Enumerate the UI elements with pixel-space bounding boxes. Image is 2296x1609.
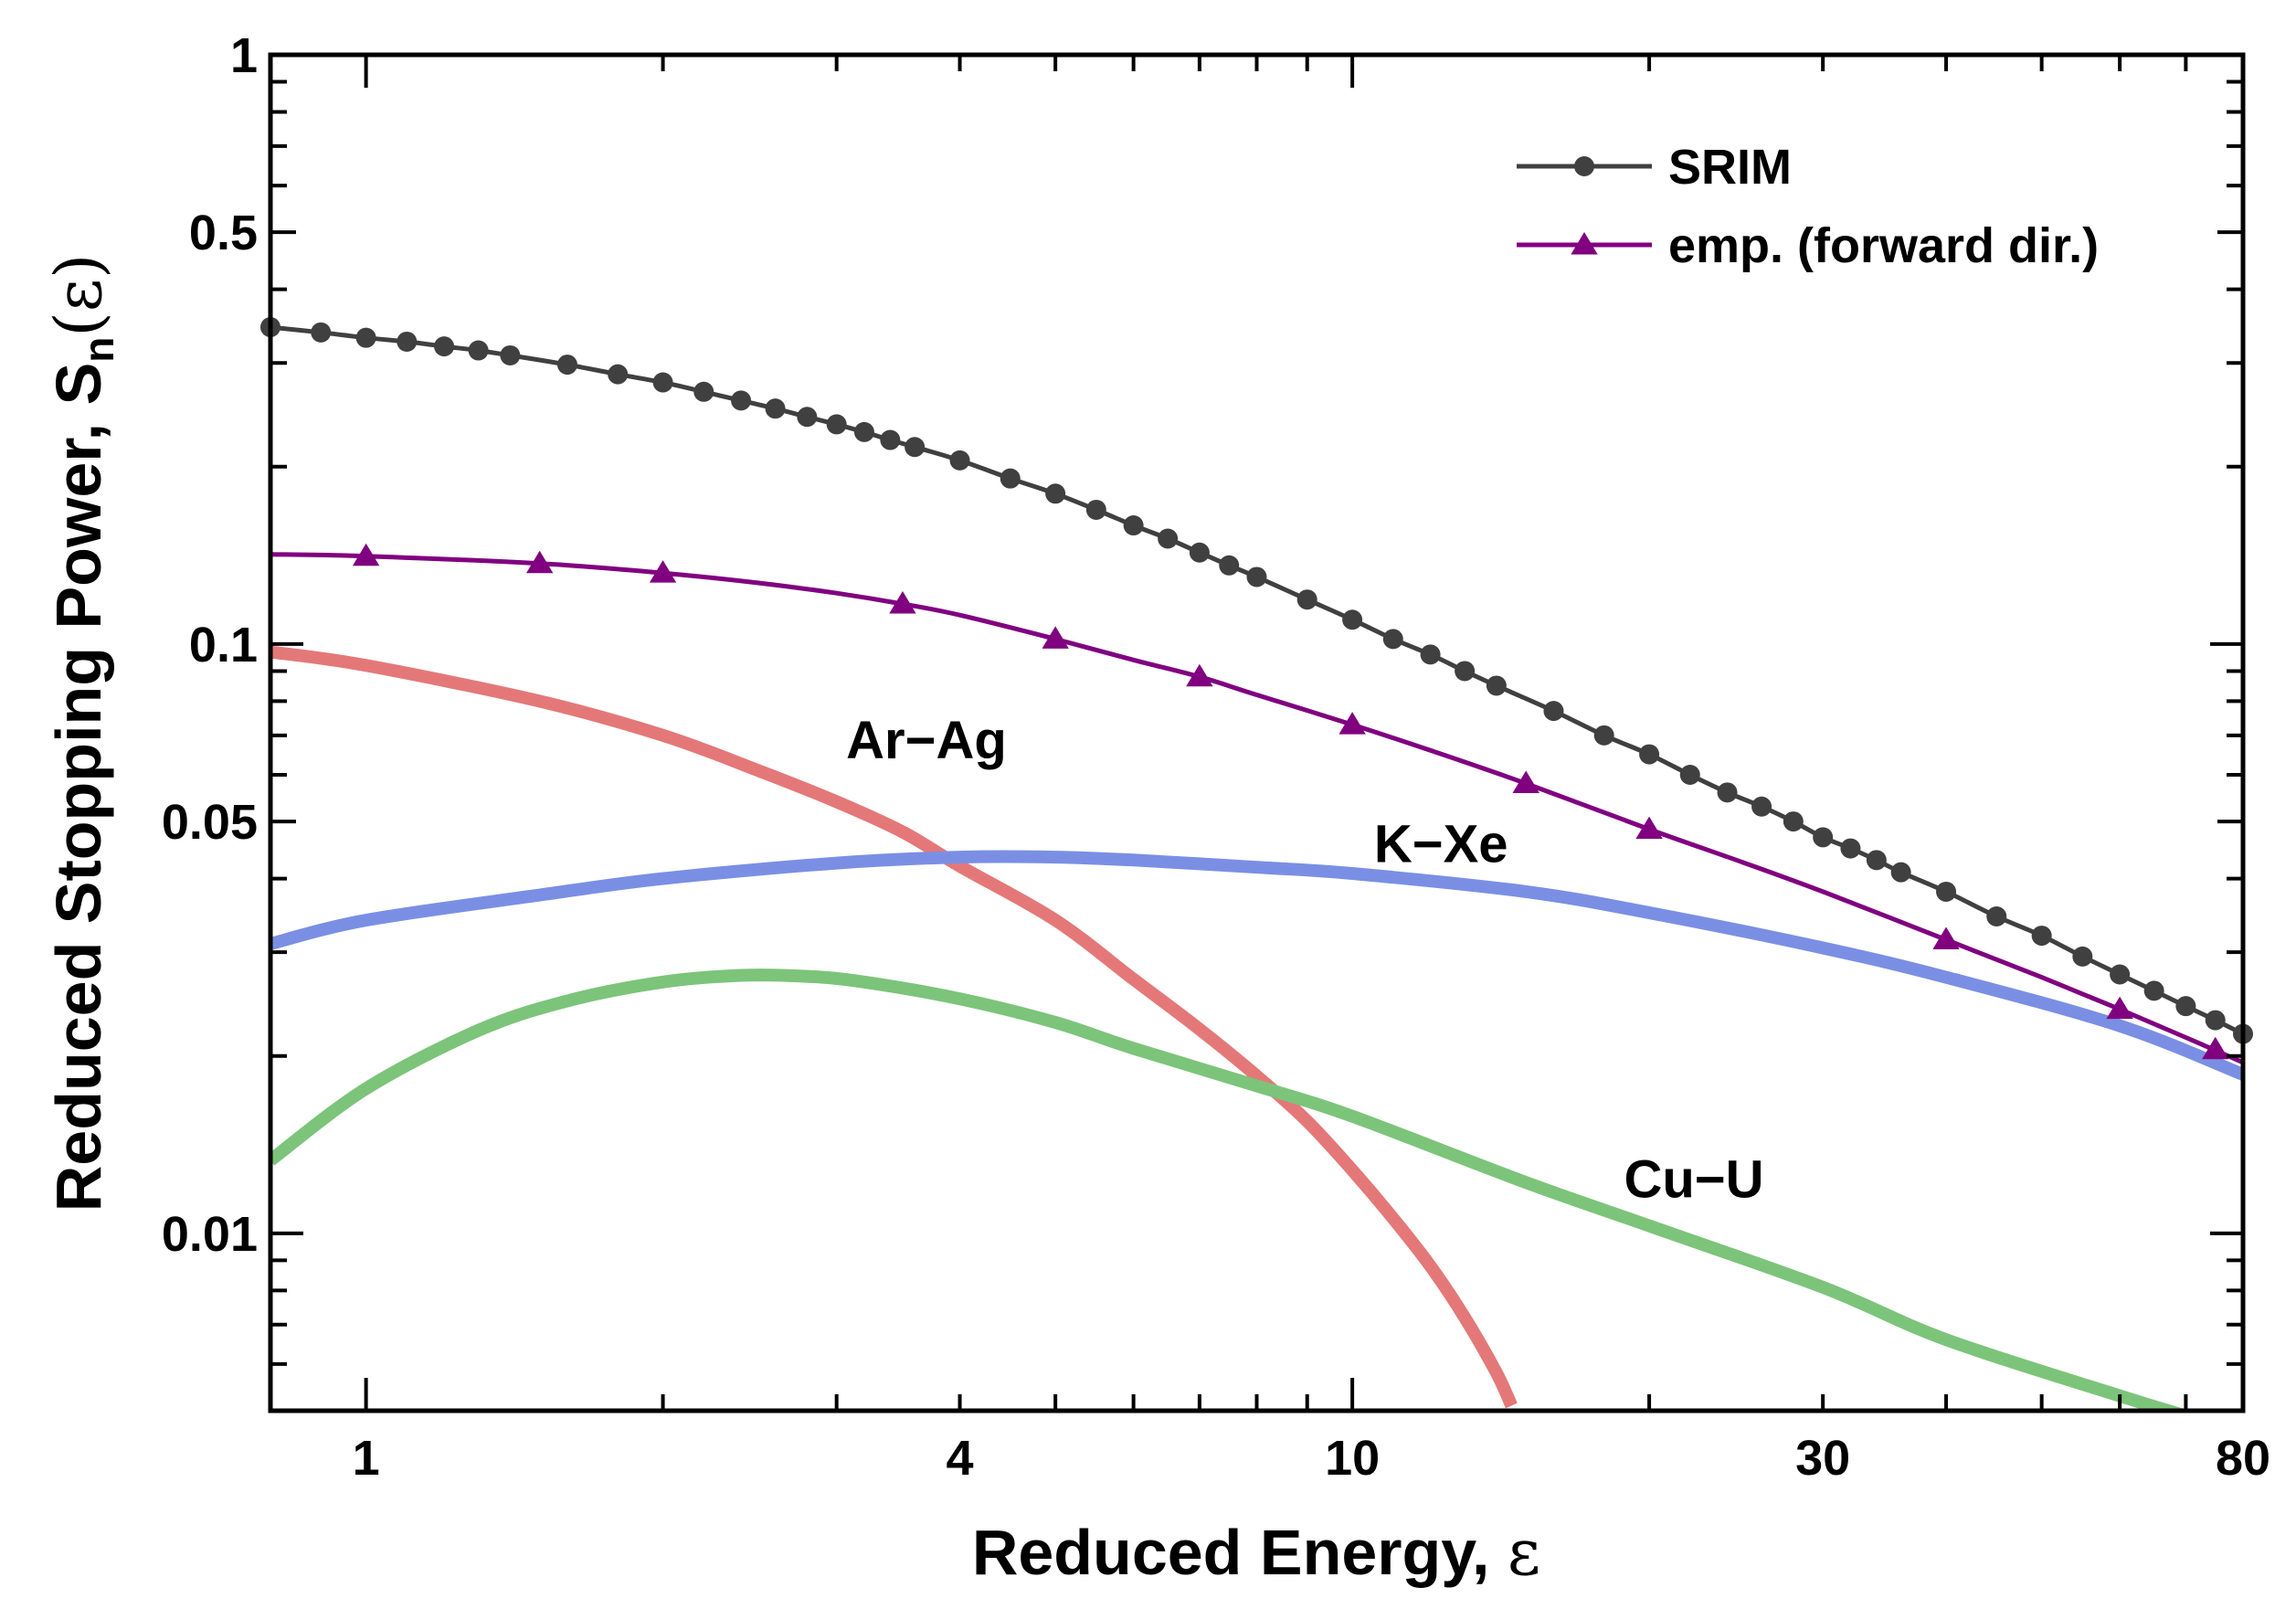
data-point-srim [1890, 862, 1911, 883]
data-point-srim [1000, 468, 1021, 489]
data-point-srim [1045, 483, 1066, 504]
legend-label: SRIM [1668, 140, 1792, 195]
data-point-srim [1123, 515, 1144, 536]
legend: SRIM emp. (forward dir.) [1517, 140, 2099, 273]
data-point-srim [949, 450, 970, 471]
data-point-srim [1158, 528, 1179, 549]
marker-layer [260, 317, 2253, 1060]
data-point-srim [355, 327, 376, 348]
data-point-srim [880, 429, 901, 450]
series-line-k-xe [270, 850, 2243, 1081]
data-point-emp-forward-dir [1042, 626, 1069, 649]
data-point-srim [311, 322, 332, 343]
data-point-srim [434, 336, 455, 357]
data-point-emp-forward-dir [1186, 663, 1213, 687]
legend-label: emp. (forward dir.) [1668, 218, 2099, 273]
data-point-srim [1679, 765, 1700, 786]
data-point-emp-forward-dir [1512, 770, 1539, 794]
data-point-emp-forward-dir [2202, 1036, 2229, 1060]
data-point-srim [1840, 838, 1861, 859]
curve-annotation-ar-ag: Ar−Ag [846, 711, 1007, 770]
data-point-srim [1455, 661, 1476, 682]
data-point-srim [2175, 996, 2196, 1017]
data-point-srim [1936, 881, 1957, 902]
data-point-srim [1420, 644, 1441, 665]
data-point-srim [853, 421, 874, 442]
legend-item-srim: SRIM [1517, 140, 1792, 195]
plot-frame [268, 52, 2246, 1413]
curve-annotation-k-xe: K−Xe [1374, 814, 1508, 873]
data-point-srim [2072, 946, 2093, 967]
data-point-srim [1751, 796, 1772, 817]
x-tick-label: 10 [1325, 1431, 1380, 1486]
x-axis-title: Reduced Energy, ε [972, 1515, 1540, 1590]
data-point-srim [2205, 1010, 2226, 1031]
data-point-emp-forward-dir [1635, 816, 1663, 840]
data-point-srim [826, 414, 847, 435]
data-point-srim [1219, 555, 1240, 576]
y-tick-label: 0.01 [162, 1207, 258, 1262]
data-point-srim [2143, 980, 2164, 1001]
data-point-srim [765, 398, 786, 419]
y-tick-label: 0.05 [162, 795, 258, 850]
data-point-srim [1813, 827, 1834, 848]
y-tick-label: 0.5 [189, 206, 258, 260]
data-point-srim [1486, 675, 1507, 696]
data-point-srim [1342, 609, 1363, 630]
data-point-srim [608, 364, 629, 385]
data-point-srim [2031, 926, 2052, 947]
series-layer [270, 324, 2243, 1411]
data-point-srim [500, 344, 521, 365]
data-point-emp-forward-dir [889, 590, 916, 614]
data-point-srim [556, 355, 577, 376]
data-point-srim [1986, 906, 2007, 927]
data-point-emp-forward-dir [2106, 996, 2133, 1020]
data-point-emp-forward-dir [526, 550, 554, 574]
data-point-srim [1543, 701, 1564, 722]
data-point-srim [731, 390, 752, 411]
data-point-srim [1866, 850, 1887, 871]
data-point-srim [652, 372, 673, 393]
data-point-srim [797, 407, 818, 428]
data-point-srim [468, 340, 489, 361]
data-point-srim [1382, 629, 1403, 650]
legend-swatch-marker [1574, 156, 1594, 176]
data-point-srim [905, 437, 926, 458]
data-point-srim [693, 381, 714, 402]
curve-annotation-cu-u: Cu−U [1624, 1150, 1763, 1210]
data-point-srim [1085, 499, 1106, 520]
x-tick-label: 1 [353, 1431, 380, 1486]
data-point-srim [1639, 744, 1660, 765]
data-point-emp-forward-dir [1932, 926, 1960, 949]
legend-swatch-marker [1571, 232, 1598, 255]
data-point-srim [2110, 964, 2131, 985]
data-point-srim [1189, 542, 1210, 563]
data-point-srim [1717, 782, 1738, 803]
y-axis-title: Reduced Stopping Power, Sn(ε) [41, 254, 122, 1212]
data-point-srim [397, 331, 418, 352]
x-tick-label: 80 [2216, 1431, 2270, 1486]
y-tick-label: 1 [230, 28, 258, 83]
data-point-srim [1783, 811, 1804, 832]
data-point-emp-forward-dir [352, 543, 380, 566]
x-tick-label: 4 [947, 1431, 974, 1486]
data-point-srim [1296, 589, 1317, 610]
data-point-emp-forward-dir [649, 560, 677, 583]
data-point-emp-forward-dir [1338, 712, 1366, 735]
annotation-layer: Ar−Ag K−Xe Cu−U [846, 711, 1763, 1210]
series-line-cu-u [270, 969, 2188, 1411]
legend-item-emp-forward-dir: emp. (forward dir.) [1517, 218, 2099, 273]
label-layer: 1 4 10 30 80 1 0.5 0.1 0.05 0.01 [162, 28, 2270, 1486]
data-point-srim [1246, 566, 1267, 587]
x-tick-label: 30 [1795, 1431, 1850, 1486]
series-line-ar-ag [270, 645, 1518, 1409]
data-point-srim [1593, 725, 1614, 746]
y-tick-label: 0.1 [189, 618, 258, 672]
